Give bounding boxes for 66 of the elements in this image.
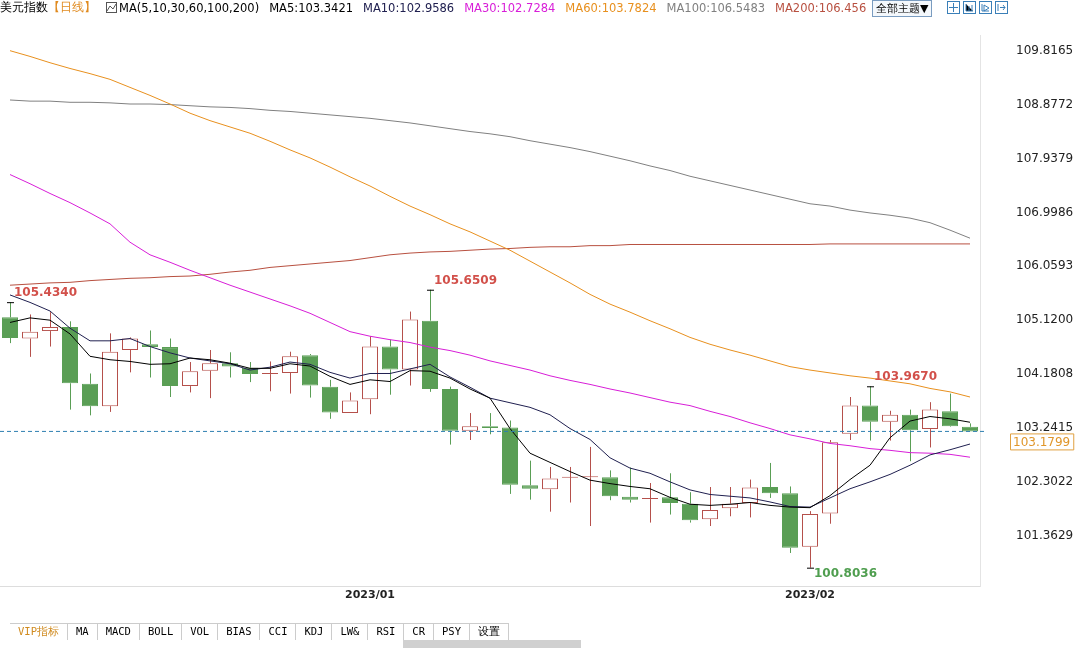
candlestick [42,311,58,348]
candlestick [302,355,318,399]
text: PSY [434,624,470,640]
text: MACD [97,624,140,640]
text: BIAS [218,624,261,640]
candlestick [362,335,378,415]
text: MA30:102.7284 [464,0,556,15]
candlestick [802,510,818,569]
text: BOLL [139,624,183,640]
ref-line-label: 103.1799 [1013,434,1071,449]
candlestick [62,320,78,411]
x-tick-label: 2023/01 [345,588,395,602]
y-tick-label: 109.8165 [1016,43,1074,58]
text: MA200:106.456 [775,0,867,15]
text: VIP指标 [10,624,68,640]
y-tick-label: 101.3629 [1016,527,1074,542]
candlestick [82,373,98,416]
candlestick [442,386,458,446]
y-tick-label: 107.9379 [1016,150,1074,165]
legend-title: MA(5,10,30,60,100,200) [119,0,260,15]
candlestick [322,379,338,420]
candlestick [842,396,858,441]
text: KDJ [296,624,333,640]
candlestick [882,410,898,442]
y-tick-label: 106.0593 [1016,258,1074,273]
text: MA5:103.3421 [269,0,354,15]
y-tick-label: 102.3022 [1016,473,1074,488]
annotation: 103.9670 [874,369,938,384]
text: MA [67,624,98,640]
candlestick [462,412,478,441]
y-tick-label: 108.8772 [1016,96,1074,111]
candlestick [762,462,778,499]
annotation: 105.6509 [434,272,498,287]
candlestick [22,313,38,358]
candlestick [262,360,278,392]
candlestick [162,338,178,398]
candlestick [102,332,118,413]
text: MA100:106.5483 [666,0,766,15]
y-tick-label: 103.2415 [1016,420,1074,435]
text: 设置 [469,624,509,640]
x-tick-label: 2023/02 [785,588,835,602]
candlestick [822,439,838,525]
text: VOL [182,624,219,640]
candlestick [402,311,418,387]
text: CR [404,624,435,640]
text: MA10:102.9586 [363,0,455,15]
y-tick-label: 104.1808 [1016,366,1074,381]
candlestick [382,339,398,396]
chart-subtitle: 【日线】 [48,0,96,15]
text: LW& [332,624,369,640]
chart-title: 美元指数 [0,0,48,15]
candlestick [502,420,518,495]
annotation: 100.8036 [814,565,878,580]
text: MA60:103.7824 [565,0,657,15]
y-tick-label: 106.9986 [1016,204,1074,219]
text: RSI [368,624,405,640]
candlestick [642,482,658,524]
candlestick [702,486,718,527]
text: 全部主题▼ [872,0,933,17]
text: CCI [260,624,297,640]
candlestick [622,467,638,504]
candlestick [522,460,538,501]
annotation: 105.4340 [14,285,78,300]
y-tick-label: 105.1200 [1016,312,1074,327]
candlestick [202,349,218,399]
candlestick [782,485,798,554]
